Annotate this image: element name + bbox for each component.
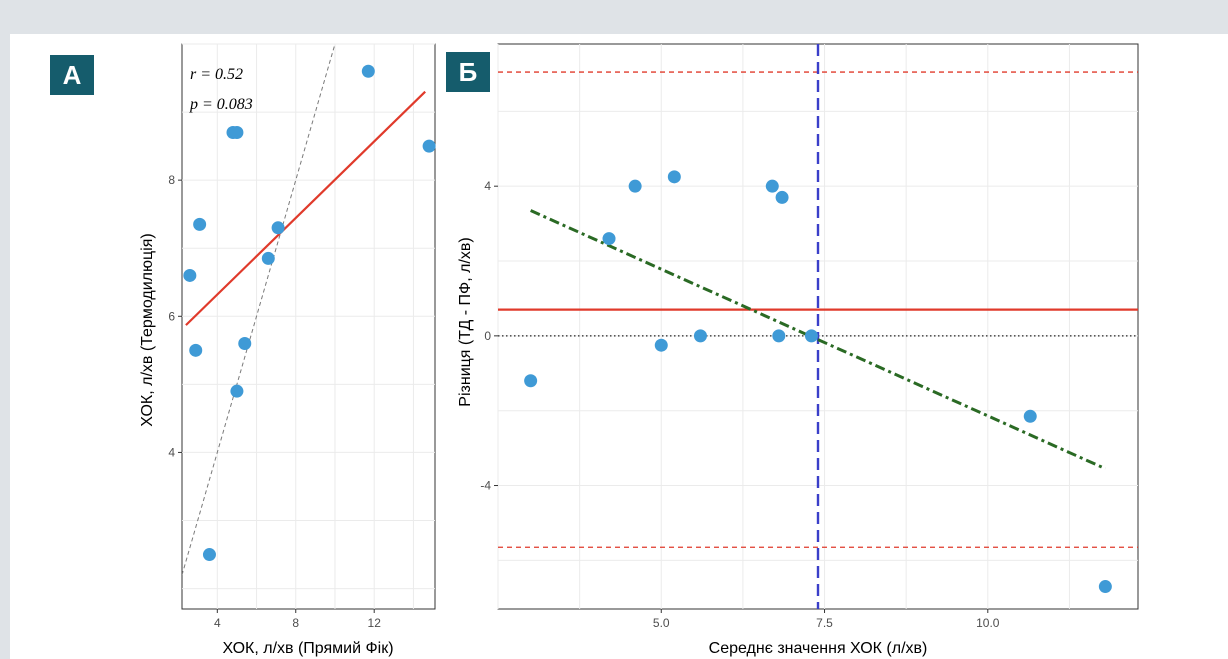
- panel-a-ticks: 4 8 12 4 6 8: [168, 173, 381, 630]
- panel-a-plot: 4 8 12 4 6 8 r = 0.52 p = 0.083 ХОК, л/хв (Пр…: [139, 43, 436, 657]
- y-tick-label: 8: [168, 173, 175, 187]
- identity-line: [182, 44, 336, 576]
- y-tick-label: 4: [168, 445, 175, 459]
- data-point: [693, 329, 707, 343]
- panel-a-p-annotation: p = 0.083: [189, 96, 253, 113]
- data-point: [772, 329, 786, 343]
- panel-b-ticks: 5.0 7.5 10.0 -4 0 4: [480, 179, 999, 630]
- panel-b-badge: Б: [446, 52, 490, 92]
- data-point: [667, 170, 681, 184]
- panel-a-r-annotation: r = 0.52: [190, 66, 243, 83]
- panel-a-badge: A: [50, 55, 94, 95]
- data-point: [271, 221, 285, 235]
- data-point: [654, 338, 668, 352]
- data-point: [804, 329, 818, 343]
- data-point: [361, 64, 375, 78]
- y-tick-label: 6: [168, 309, 175, 323]
- data-point: [202, 548, 216, 562]
- x-tick-label: 12: [368, 616, 382, 630]
- data-point: [183, 268, 197, 282]
- data-point: [189, 343, 203, 357]
- panel-b-plot-area: [497, 43, 1139, 610]
- x-tick-label: 10.0: [976, 616, 1000, 630]
- panel-b-lines: [498, 44, 1138, 609]
- data-point: [1023, 409, 1037, 423]
- x-tick-label: 7.5: [816, 616, 833, 630]
- trend-line: [530, 209, 1106, 471]
- data-point: [602, 232, 616, 246]
- panel-a-grid: [182, 43, 435, 609]
- data-point: [230, 384, 244, 398]
- data-point: [230, 125, 244, 139]
- data-point: [422, 139, 436, 153]
- data-point: [193, 217, 207, 231]
- panel-a-plot-area: [181, 43, 436, 610]
- data-point: [628, 179, 642, 193]
- panel-b-x-axis-label: Середнє значення ХОК (л/хв): [709, 640, 928, 657]
- regression-line: [185, 90, 426, 326]
- panel-b-y-axis-label: Різниця (ТД - ПФ, л/хв): [457, 237, 474, 406]
- data-point: [261, 251, 275, 265]
- y-tick-label: -4: [480, 479, 491, 493]
- y-tick-label: 0: [484, 329, 491, 343]
- x-tick-label: 8: [292, 616, 299, 630]
- panel-a-x-axis-label: ХОК, л/хв (Прямий Фік): [222, 640, 393, 657]
- panel-b-points: [524, 170, 1112, 594]
- panel-a-lines: [182, 44, 426, 576]
- panel-b-plot: 5.0 7.5 10.0 -4 0 4 Середнє значення ХОК (л/х…: [457, 43, 1139, 657]
- y-tick-label: 4: [484, 179, 491, 193]
- panel-a-points: [183, 64, 436, 562]
- data-point: [238, 337, 252, 351]
- x-tick-label: 4: [214, 616, 221, 630]
- x-tick-label: 5.0: [653, 616, 670, 630]
- data-point: [765, 179, 779, 193]
- data-point: [775, 190, 789, 204]
- data-point: [524, 374, 538, 388]
- data-point: [1098, 580, 1112, 594]
- panel-a-y-axis-label: ХОК, л/хв (Термодилюція): [139, 233, 156, 426]
